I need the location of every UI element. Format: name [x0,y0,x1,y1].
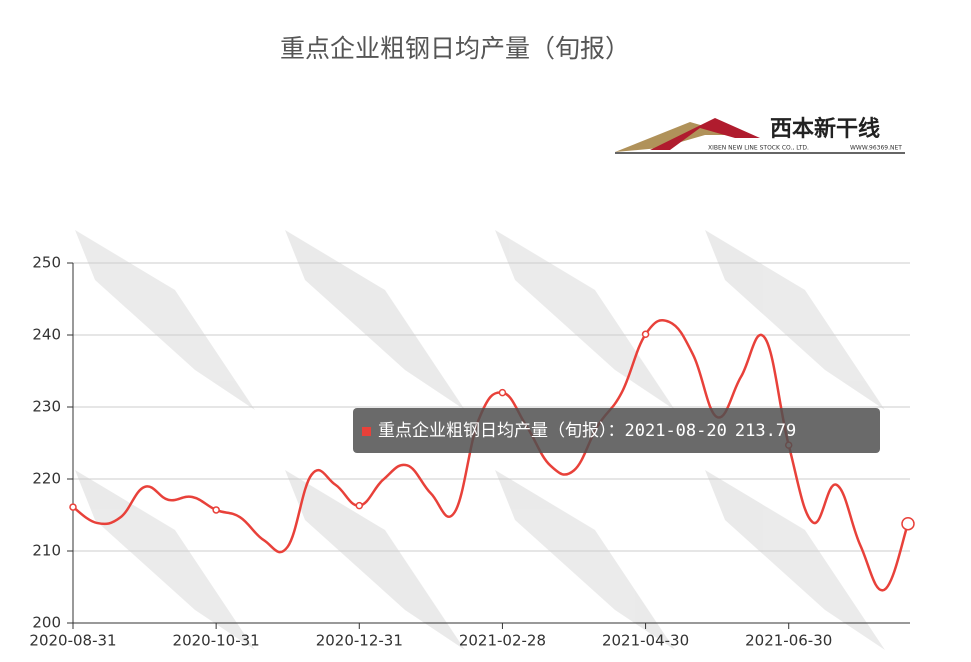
logo-url: WWW.96369.NET [850,145,902,152]
x-tick-label: 2021-06-30 [745,632,832,650]
logo: 西本新干线 XIBEN NEW LINE STOCK CO., LTD. WWW… [615,116,905,154]
watermark [495,470,675,650]
watermarks [75,230,885,650]
watermark [75,230,255,410]
y-tick-label: 230 [32,398,61,416]
y-tick-label: 240 [32,326,61,344]
point [69,503,77,511]
point [901,516,915,531]
point [641,330,650,339]
point [498,388,507,397]
y-tick-label: 200 [32,614,61,632]
logo-subtitle: XIBEN NEW LINE STOCK CO., LTD. [708,145,809,152]
x-tick-label: 2020-10-31 [173,632,260,650]
y-tick-label: 220 [32,470,61,488]
tooltip-box [353,408,880,453]
y-tick-label: 210 [32,542,61,560]
tooltip-part: 2021-08-20 [625,421,727,441]
watermark [75,470,255,650]
x-tick-label: 2020-08-31 [29,632,116,650]
watermark [495,230,675,410]
point [355,501,364,510]
watermark [705,470,885,650]
watermark [285,230,465,410]
y-tick-label: 250 [32,254,61,272]
tooltip-part: 213.79 [735,421,796,441]
x-tick-label: 2021-04-30 [602,632,689,650]
tooltip-text: 重点企业粗钢日均产量（旬报）：2021-08-20 213.79 [378,421,796,441]
tooltip-swatch [362,427,371,436]
x-tick-label: 2021-02-28 [459,632,546,650]
watermark [285,470,465,650]
tooltip: 重点企业粗钢日均产量（旬报）：2021-08-20 213.79 [353,408,880,453]
watermark [705,230,885,410]
chart-title: 重点企业粗钢日均产量（旬报） [280,34,630,63]
x-tick-label: 2020-12-31 [316,632,403,650]
tooltip-part: 重点企业粗钢日均产量（旬报） [378,421,608,441]
point [212,506,220,514]
tooltip-part: ： [608,421,625,441]
logo-name: 西本新干线 [770,116,880,142]
